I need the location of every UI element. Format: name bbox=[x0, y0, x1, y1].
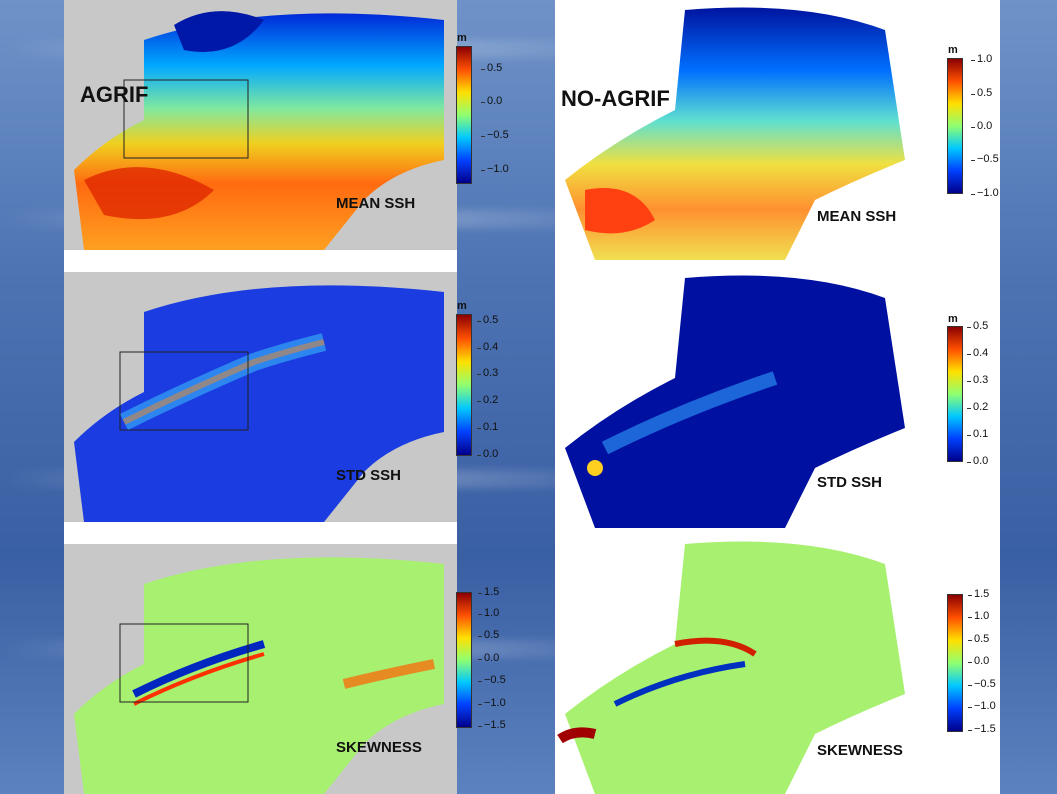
no-agrif-skewness-panel: SKEWNESS bbox=[555, 534, 945, 794]
agrif-std-tick: 0.1 bbox=[476, 421, 499, 433]
no-agrif-skew-tick: −0.5 bbox=[968, 678, 996, 690]
agrif-skew-tick: 1.5 bbox=[477, 586, 500, 598]
agrif-std-colorbar bbox=[456, 314, 472, 456]
agrif-skew-tick: 1.0 bbox=[477, 607, 500, 619]
agrif-title: AGRIF bbox=[80, 82, 149, 107]
no-agrif-skewness-map bbox=[557, 541, 905, 794]
agrif-skewness-map bbox=[64, 544, 457, 794]
agrif-std-tick: 0.4 bbox=[476, 341, 499, 353]
no-agrif-skew-tick: 1.0 bbox=[967, 610, 990, 622]
agrif-skewness-panel: SKEWNESS bbox=[64, 544, 457, 794]
no-agrif-skew-colorbar bbox=[947, 594, 963, 732]
no-agrif-skew-tick: 0.5 bbox=[967, 633, 990, 645]
agrif-mean-tick: 0.0 bbox=[480, 95, 503, 107]
no-agrif-title: NO-AGRIF bbox=[561, 86, 670, 111]
no-agrif-mean-ssh-label: MEAN SSH bbox=[817, 208, 897, 225]
no-agrif-mean-unit: m bbox=[948, 44, 958, 56]
no-agrif-std-ssh-map bbox=[565, 275, 905, 528]
no-agrif-column: NO-AGRIF MEAN SSH m STD SSH m SKEWNESS bbox=[555, 0, 1000, 794]
no-agrif-mean-tick: −0.5 bbox=[971, 153, 999, 165]
agrif-std-tick: 0.5 bbox=[476, 314, 499, 326]
no-agrif-skew-tick: −1.5 bbox=[968, 723, 996, 735]
no-agrif-std-ssh-label: STD SSH bbox=[817, 474, 883, 491]
agrif-skew-tick: 0.5 bbox=[477, 629, 500, 641]
agrif-skew-tick: −1.0 bbox=[478, 697, 506, 709]
no-agrif-std-colorbar bbox=[947, 326, 963, 462]
no-agrif-mean-tick: 0.5 bbox=[970, 87, 993, 99]
agrif-std-unit: m bbox=[457, 300, 467, 312]
agrif-std-tick: 0.3 bbox=[476, 367, 499, 379]
no-agrif-skew-tick: −1.0 bbox=[968, 700, 996, 712]
no-agrif-mean-ssh-map bbox=[565, 7, 905, 260]
agrif-mean-ssh-map bbox=[64, 0, 457, 250]
agrif-column: AGRIF MEAN SSH m STD SSH m SKEWNESS bbox=[64, 0, 472, 794]
no-agrif-std-ssh-panel: STD SSH bbox=[555, 268, 945, 528]
agrif-skew-colorbar bbox=[456, 592, 472, 728]
no-agrif-mean-tick: −1.0 bbox=[971, 187, 999, 199]
agrif-std-tick: 0.0 bbox=[476, 448, 499, 460]
agrif-mean-tick: −1.0 bbox=[481, 163, 509, 175]
agrif-std-ssh-label: STD SSH bbox=[336, 467, 402, 484]
agrif-mean-colorbar bbox=[456, 46, 472, 184]
no-agrif-skewness-label: SKEWNESS bbox=[817, 742, 903, 759]
no-agrif-std-tick: 0.4 bbox=[966, 347, 989, 359]
no-agrif-std-tick: 0.5 bbox=[966, 320, 989, 332]
no-agrif-std-unit: m bbox=[948, 313, 958, 325]
no-agrif-std-tick: 0.2 bbox=[966, 401, 989, 413]
agrif-skewness-label: SKEWNESS bbox=[336, 739, 422, 756]
no-agrif-skew-tick: 0.0 bbox=[967, 655, 990, 667]
agrif-mean-ssh-panel: AGRIF MEAN SSH bbox=[64, 0, 457, 250]
no-agrif-mean-tick: 0.0 bbox=[970, 120, 993, 132]
agrif-std-ssh-map bbox=[64, 272, 457, 522]
agrif-skew-tick: −1.5 bbox=[478, 719, 506, 731]
agrif-std-ssh-panel: STD SSH bbox=[64, 272, 457, 522]
agrif-mean-tick: 0.5 bbox=[480, 62, 503, 74]
no-agrif-std-tick: 0.3 bbox=[966, 374, 989, 386]
agrif-skew-tick: −0.5 bbox=[478, 674, 506, 686]
agrif-mean-tick: −0.5 bbox=[481, 129, 509, 141]
no-agrif-std-tick: 0.0 bbox=[966, 455, 989, 467]
agrif-mean-ssh-label: MEAN SSH bbox=[336, 195, 416, 212]
no-agrif-mean-colorbar bbox=[947, 58, 963, 194]
no-agrif-skew-tick: 1.5 bbox=[967, 588, 990, 600]
agrif-skew-tick: 0.0 bbox=[477, 652, 500, 664]
no-agrif-mean-ssh-panel: NO-AGRIF MEAN SSH bbox=[555, 0, 945, 260]
agrif-mean-unit: m bbox=[457, 32, 467, 44]
agrif-std-tick: 0.2 bbox=[476, 394, 499, 406]
no-agrif-std-tick: 0.1 bbox=[966, 428, 989, 440]
no-agrif-mean-tick: 1.0 bbox=[970, 53, 993, 65]
